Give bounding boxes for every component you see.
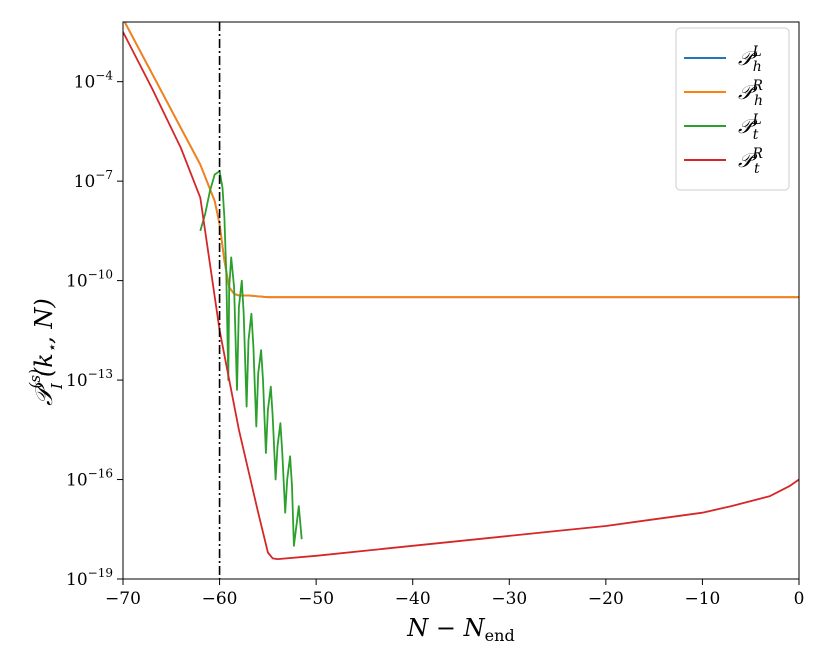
series-line-2: [199, 170, 303, 547]
x-tick-label: −10: [684, 589, 720, 609]
x-tick-label: −40: [395, 589, 431, 609]
y-tick-label: 10−19: [66, 566, 113, 590]
x-tick-label: −70: [105, 589, 141, 609]
y-axis-label: 𝒫(s) I(k⋆, N): [26, 298, 66, 406]
tick-layer: −70 −60 −50 −40 −30 −20 −10 0 10−19 10−16 10−13 10−…: [66, 69, 804, 609]
legend-box: [675, 27, 790, 191]
x-tick-label: 0: [794, 589, 805, 609]
x-tick-label: −60: [202, 589, 238, 609]
legend-label-0: 𝒫L h: [738, 44, 762, 75]
y-tick-label: 10−13: [66, 367, 113, 391]
series-line-3: [123, 31, 799, 560]
legend-label-3: 𝒫R t: [738, 146, 763, 177]
y-tick-label: 10−4: [74, 69, 114, 93]
svg-text:𝒫(s)I(k⋆, N): 𝒫(s) I(k⋆, N): [26, 298, 66, 406]
plot-frame: [122, 21, 800, 580]
series-layer: [123, 22, 799, 560]
x-axis-label: N − Nend: [406, 614, 514, 645]
x-tick-label: −50: [298, 589, 334, 609]
y-tick-label: 10−16: [66, 467, 113, 491]
y-tick-label: 10−10: [66, 268, 113, 292]
x-tick-label: −20: [588, 589, 624, 609]
x-tick-label: −30: [491, 589, 527, 609]
y-tick-label: 10−7: [74, 168, 113, 192]
legend-label-2: 𝒫L t: [738, 112, 762, 143]
legend-label-1: 𝒫R h: [738, 78, 763, 109]
legend: 𝒫L h 𝒫R h 𝒫L t 𝒫R t: [675, 27, 790, 191]
